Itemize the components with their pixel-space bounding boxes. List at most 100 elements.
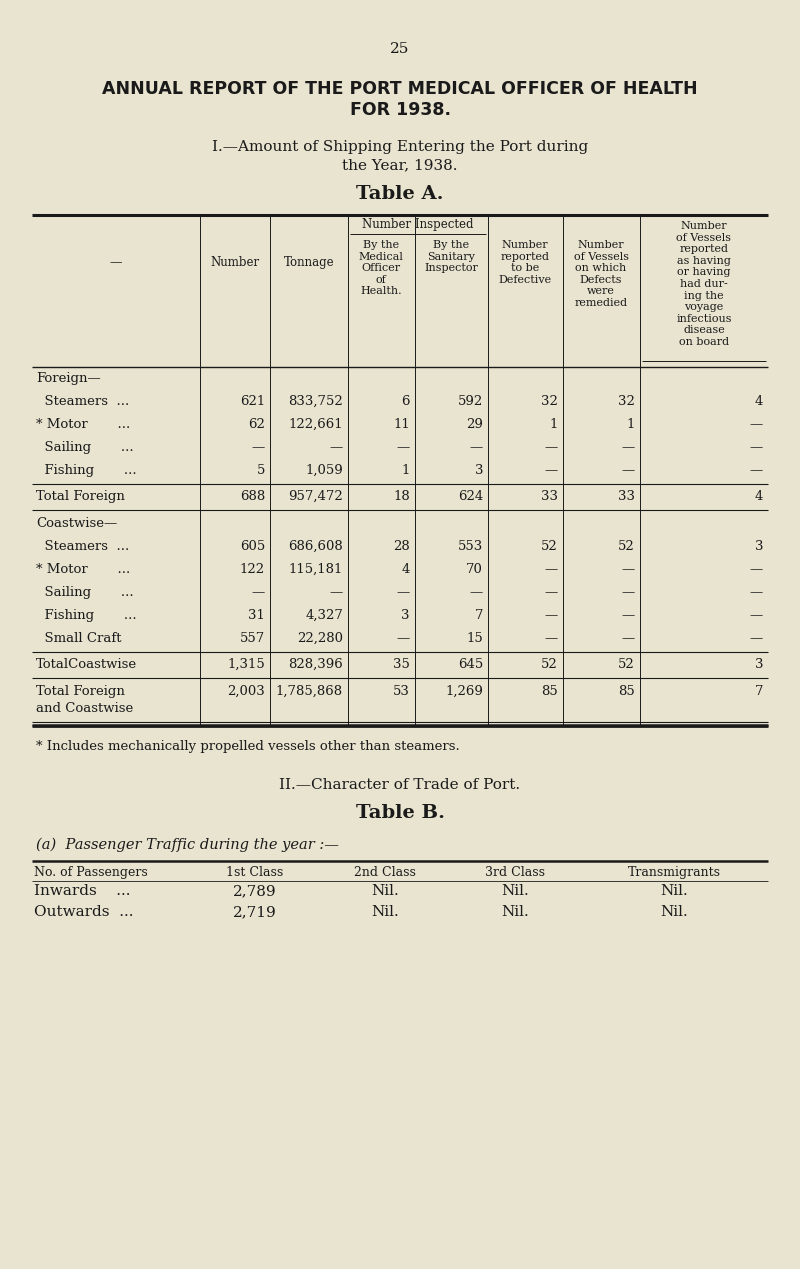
Text: Inwards    ...: Inwards ...	[34, 884, 130, 898]
Text: Total Foreign: Total Foreign	[36, 490, 125, 503]
Text: 621: 621	[240, 395, 265, 409]
Text: TotalCoastwise: TotalCoastwise	[36, 659, 137, 671]
Text: Nil.: Nil.	[371, 905, 399, 919]
Text: Nil.: Nil.	[660, 884, 688, 898]
Text: 2nd Class: 2nd Class	[354, 865, 416, 879]
Text: 1,785,868: 1,785,868	[276, 685, 343, 698]
Text: —: —	[545, 609, 558, 622]
Text: Transmigrants: Transmigrants	[627, 865, 721, 879]
Text: Steamers  ...: Steamers ...	[36, 395, 130, 409]
Text: Fishing       ...: Fishing ...	[36, 609, 137, 622]
Text: 52: 52	[542, 659, 558, 671]
Text: 62: 62	[248, 418, 265, 431]
Text: ANNUAL REPORT OF THE PORT MEDICAL OFFICER OF HEALTH: ANNUAL REPORT OF THE PORT MEDICAL OFFICE…	[102, 80, 698, 98]
Text: 592: 592	[458, 395, 483, 409]
Text: —: —	[545, 632, 558, 645]
Text: —: —	[750, 442, 763, 454]
Text: —: —	[397, 442, 410, 454]
Text: (a)  Passenger Traffic during the year :—: (a) Passenger Traffic during the year :—	[36, 838, 339, 853]
Text: 28: 28	[394, 541, 410, 553]
Text: —: —	[750, 586, 763, 599]
Text: 122,661: 122,661	[288, 418, 343, 431]
Text: 4: 4	[402, 563, 410, 576]
Text: —: —	[622, 464, 635, 477]
Text: —: —	[622, 563, 635, 576]
Text: 22,280: 22,280	[297, 632, 343, 645]
Text: —: —	[110, 256, 122, 269]
Text: 11: 11	[394, 418, 410, 431]
Text: 85: 85	[618, 685, 635, 698]
Text: 25: 25	[390, 42, 410, 56]
Text: —: —	[545, 464, 558, 477]
Text: 2,789: 2,789	[233, 884, 277, 898]
Text: —: —	[750, 464, 763, 477]
Text: 1,269: 1,269	[445, 685, 483, 698]
Text: Tonnage: Tonnage	[284, 256, 334, 269]
Text: 18: 18	[394, 490, 410, 503]
Text: —: —	[252, 442, 265, 454]
Text: 1st Class: 1st Class	[226, 865, 284, 879]
Text: —: —	[330, 586, 343, 599]
Text: 29: 29	[466, 418, 483, 431]
Text: 2,003: 2,003	[227, 685, 265, 698]
Text: —: —	[622, 442, 635, 454]
Text: 7: 7	[474, 609, 483, 622]
Text: 1,315: 1,315	[227, 659, 265, 671]
Text: 70: 70	[466, 563, 483, 576]
Text: 1: 1	[402, 464, 410, 477]
Text: —: —	[750, 632, 763, 645]
Text: 957,472: 957,472	[288, 490, 343, 503]
Text: 605: 605	[240, 541, 265, 553]
Text: Table B.: Table B.	[355, 805, 445, 822]
Text: * Includes mechanically propelled vessels other than steamers.: * Includes mechanically propelled vessel…	[36, 740, 460, 753]
Text: —: —	[622, 609, 635, 622]
Text: * Motor       ...: * Motor ...	[36, 563, 130, 576]
Text: II.—Character of Trade of Port.: II.—Character of Trade of Port.	[279, 778, 521, 792]
Text: 557: 557	[240, 632, 265, 645]
Text: 828,396: 828,396	[288, 659, 343, 671]
Text: —: —	[470, 586, 483, 599]
Text: 3: 3	[754, 541, 763, 553]
Text: 2,719: 2,719	[233, 905, 277, 919]
Text: —: —	[470, 442, 483, 454]
Text: —: —	[545, 563, 558, 576]
Text: 5: 5	[257, 464, 265, 477]
Text: Nil.: Nil.	[501, 905, 529, 919]
Text: 4: 4	[754, 490, 763, 503]
Text: 624: 624	[458, 490, 483, 503]
Text: —: —	[397, 586, 410, 599]
Text: 3rd Class: 3rd Class	[485, 865, 545, 879]
Text: * Motor       ...: * Motor ...	[36, 418, 130, 431]
Text: Nil.: Nil.	[501, 884, 529, 898]
Text: 33: 33	[618, 490, 635, 503]
Text: 15: 15	[466, 632, 483, 645]
Text: Number: Number	[210, 256, 259, 269]
Text: —: —	[330, 442, 343, 454]
Text: Fishing       ...: Fishing ...	[36, 464, 137, 477]
Text: Coastwise—: Coastwise—	[36, 516, 118, 530]
Text: 1: 1	[550, 418, 558, 431]
Text: 7: 7	[754, 685, 763, 698]
Text: 31: 31	[248, 609, 265, 622]
Text: 53: 53	[393, 685, 410, 698]
Text: 4: 4	[754, 395, 763, 409]
Text: 122: 122	[240, 563, 265, 576]
Text: —: —	[545, 442, 558, 454]
Text: Nil.: Nil.	[660, 905, 688, 919]
Text: No. of Passengers: No. of Passengers	[34, 865, 148, 879]
Text: the Year, 1938.: the Year, 1938.	[342, 159, 458, 173]
Text: Outwards  ...: Outwards ...	[34, 905, 134, 919]
Text: I.—Amount of Shipping Entering the Port during: I.—Amount of Shipping Entering the Port …	[212, 140, 588, 154]
Text: 3: 3	[754, 659, 763, 671]
Text: By the
Medical
Officer
of
Health.: By the Medical Officer of Health.	[358, 240, 403, 297]
Text: Nil.: Nil.	[371, 884, 399, 898]
Text: 3: 3	[402, 609, 410, 622]
Text: 645: 645	[458, 659, 483, 671]
Text: —: —	[750, 418, 763, 431]
Text: 3: 3	[474, 464, 483, 477]
Text: 32: 32	[541, 395, 558, 409]
Text: 115,181: 115,181	[289, 563, 343, 576]
Text: —: —	[750, 609, 763, 622]
Text: 686,608: 686,608	[288, 541, 343, 553]
Text: Small Craft: Small Craft	[36, 632, 122, 645]
